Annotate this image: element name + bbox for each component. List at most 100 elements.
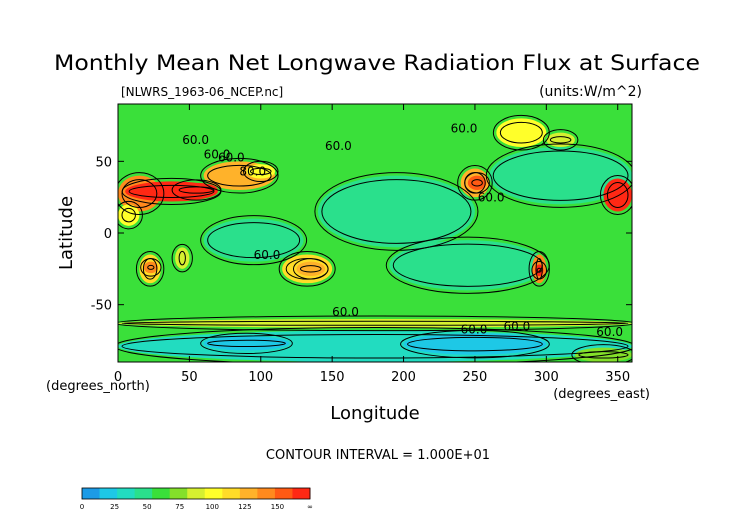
contour-line xyxy=(549,136,572,144)
colorbar-swatch xyxy=(152,488,171,499)
contour-label: 60.0 xyxy=(254,248,281,262)
contour-line xyxy=(571,344,632,362)
contour-line xyxy=(599,175,632,215)
x-unit-label: (degrees_east) xyxy=(553,387,650,402)
x-axis-label: Longitude xyxy=(330,403,420,424)
units-label: (units:W/m^2) xyxy=(539,84,642,100)
contour-line xyxy=(147,264,155,270)
field-region xyxy=(574,347,632,362)
contour-line xyxy=(171,243,193,273)
contour-label: 60.0 xyxy=(596,325,623,339)
contour-labels: 60.060.060.080.060.060.060.060.060.060.0… xyxy=(182,122,623,340)
contour-label: 60.0 xyxy=(461,322,488,336)
contour-line xyxy=(118,200,143,230)
colorbar-swatch xyxy=(134,488,153,499)
colorbar-swatch xyxy=(239,488,258,499)
field-region xyxy=(203,336,290,351)
colorbar-tick-label: 50 xyxy=(143,503,152,511)
contour-line xyxy=(171,179,222,201)
x-tick-label: 200 xyxy=(391,370,416,385)
colorbar-tick-label: 25 xyxy=(110,503,119,511)
chart-title: Monthly Mean Net Longwave Radiation Flux… xyxy=(54,51,700,75)
contour-label: 80.0 xyxy=(239,165,266,179)
contour-lines xyxy=(118,114,632,362)
contour-line xyxy=(207,222,301,259)
contour-line xyxy=(178,250,186,266)
contour-line xyxy=(243,160,279,183)
y-unit-label: (degrees_north) xyxy=(46,379,150,394)
y-axis-label: Latitude xyxy=(56,196,77,270)
colorbar-swatch xyxy=(187,488,206,499)
contour-line xyxy=(121,333,629,359)
colorbar-swatch xyxy=(222,488,241,499)
colorbar-swatch xyxy=(169,488,188,499)
contour-line xyxy=(178,186,215,194)
contour-line xyxy=(499,121,543,144)
contour-line xyxy=(140,258,162,277)
contour-line xyxy=(457,165,493,201)
contour-line xyxy=(250,167,272,176)
colorbar-tick-label: ∞ xyxy=(307,503,313,511)
colorbar-swatch xyxy=(99,488,118,499)
colorbar-tick-label: 125 xyxy=(238,503,251,511)
contour-line xyxy=(200,157,279,194)
contour-label: 60.0 xyxy=(451,122,478,136)
contour-line xyxy=(542,129,579,151)
field-region xyxy=(246,164,276,179)
contour-label: 60.0 xyxy=(182,133,209,147)
field-region xyxy=(317,175,475,248)
contour-line xyxy=(292,258,329,280)
x-tick-label: 250 xyxy=(463,370,488,385)
contour-line xyxy=(135,251,165,287)
field-region xyxy=(203,218,304,262)
contour-line xyxy=(528,251,550,287)
y-tick-label: 0 xyxy=(104,227,112,242)
contour-line xyxy=(121,179,158,208)
field-region xyxy=(496,118,547,147)
colorbar-swatch xyxy=(82,488,101,499)
contour-label: 60.0 xyxy=(325,139,352,153)
contour-line xyxy=(278,251,336,287)
x-tick-label: 300 xyxy=(534,370,559,385)
contour-line xyxy=(606,182,629,208)
field-region xyxy=(143,261,158,274)
contour-label: 60.0 xyxy=(204,147,231,161)
contour-line xyxy=(207,164,272,187)
colorbar-swatch xyxy=(204,488,223,499)
field-region xyxy=(467,175,487,190)
field-region xyxy=(118,319,632,328)
contour-label: 60.0 xyxy=(504,319,531,333)
field-region xyxy=(175,247,190,269)
x-tick-label: 350 xyxy=(605,370,630,385)
field-region xyxy=(546,132,575,147)
colorbar-swatch xyxy=(274,488,293,499)
colorbar-tick-label: 150 xyxy=(271,503,284,511)
colorbar-swatch xyxy=(117,488,136,499)
y-tick-label: -50 xyxy=(91,299,112,314)
contour-line xyxy=(118,315,632,332)
x-tick-label: 50 xyxy=(181,370,198,385)
contour-line xyxy=(128,184,215,198)
contour-line xyxy=(471,179,483,187)
contour-line xyxy=(299,265,322,273)
contour-label: 60.0 xyxy=(332,305,359,319)
contour-line xyxy=(118,326,632,362)
field-region xyxy=(118,330,632,362)
contour-line xyxy=(407,336,543,352)
contour-line xyxy=(531,261,547,280)
contour-line xyxy=(121,207,136,223)
colorbar xyxy=(81,487,311,500)
colorbar-swatch xyxy=(257,488,276,499)
colorbar-swatch xyxy=(292,488,311,499)
contour-line xyxy=(207,339,286,348)
field-region xyxy=(296,261,326,277)
field-region xyxy=(175,182,218,198)
contour-line xyxy=(492,150,629,201)
colorbar-tick-label: 100 xyxy=(206,503,219,511)
contour-line xyxy=(200,215,308,266)
file-label: [NLWRS_1963-06_NCEP.nc] xyxy=(121,85,283,99)
field-region xyxy=(389,240,547,291)
contour-line xyxy=(314,172,479,251)
contour-interval-text: CONTOUR INTERVAL = 1.000E+01 xyxy=(266,448,490,463)
